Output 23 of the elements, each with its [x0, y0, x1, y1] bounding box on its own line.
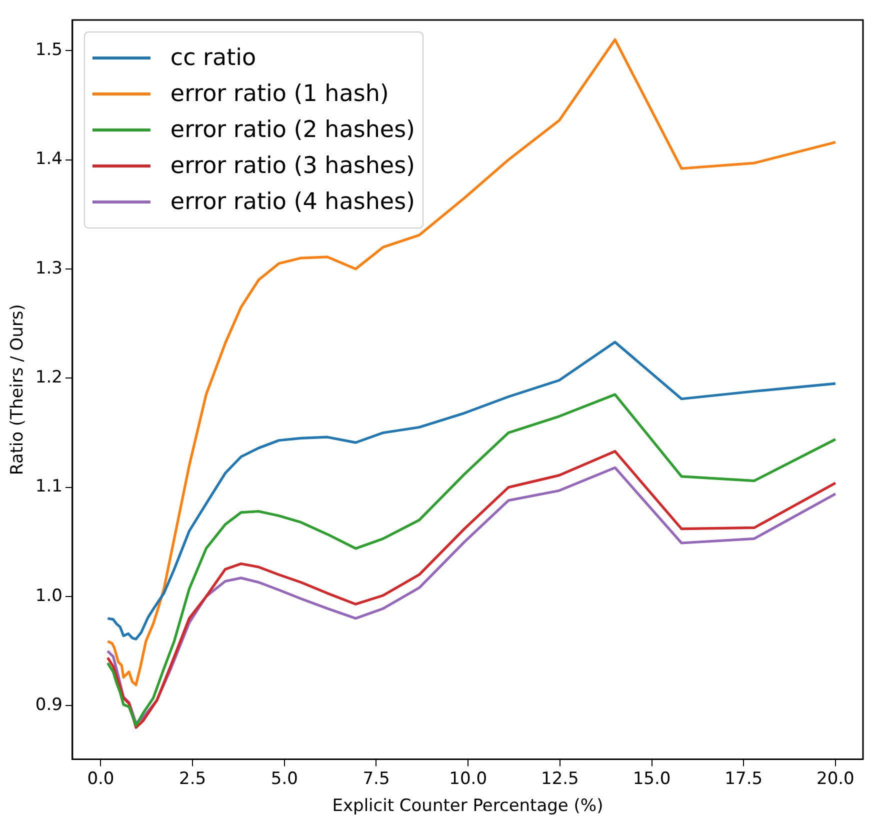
y-tick-label: 1.3 — [35, 258, 62, 278]
legend-label: error ratio (4 hashes) — [170, 188, 416, 215]
y-tick-label: 1.2 — [35, 368, 62, 388]
x-tick-label: 12.5 — [540, 768, 579, 789]
x-tick-label: 17.5 — [724, 768, 763, 789]
y-tick-label: 1.1 — [35, 476, 62, 497]
y-tick-label: 0.9 — [35, 695, 62, 716]
legend-label: error ratio (2 hashes) — [170, 116, 416, 143]
x-tick-label: 20.0 — [816, 768, 854, 789]
y-tick-label: 1.5 — [35, 40, 62, 60]
x-tick-label: 2.5 — [179, 768, 206, 789]
y-tick-label: 1.0 — [35, 586, 62, 606]
x-tick-label: 5.0 — [270, 768, 298, 789]
legend-label: error ratio (1 hash) — [170, 80, 389, 107]
x-tick-label: 7.5 — [362, 768, 390, 789]
y-tick-label: 1.4 — [35, 149, 62, 170]
x-tick-label: 15.0 — [632, 768, 671, 789]
legend-label: cc ratio — [170, 44, 256, 71]
x-axis-title: Explicit Counter Percentage (%) — [332, 796, 604, 816]
x-tick-label: 10.0 — [449, 768, 488, 789]
x-tick-label: 0.0 — [87, 768, 114, 789]
y-axis-title: Ratio (Theirs / Ours) — [8, 304, 28, 476]
legend-label: error ratio (3 hashes) — [170, 152, 416, 179]
